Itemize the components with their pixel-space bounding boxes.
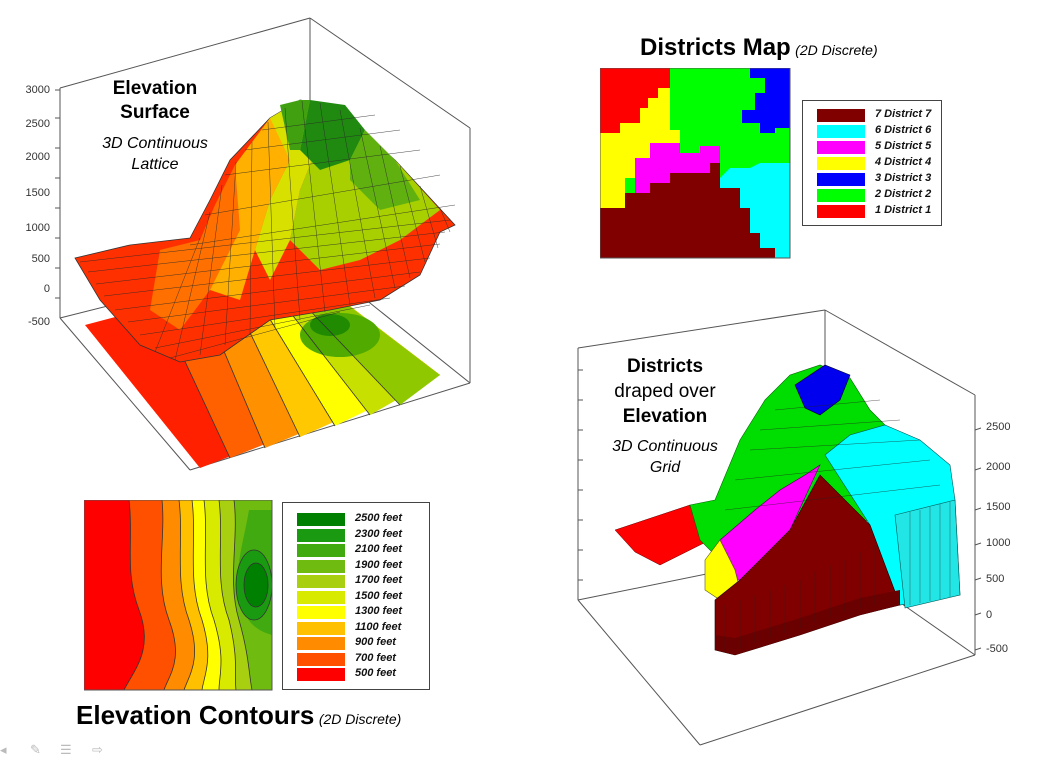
next-slide-icon[interactable]: ⇨ <box>92 742 103 757</box>
legend-label: 2 District 2 <box>875 188 932 200</box>
legend-label: 5 District 5 <box>875 140 932 152</box>
draped-terrain <box>614 364 961 656</box>
districts-map-heading: Districts Map (2D Discrete) <box>640 34 878 62</box>
legend-swatch <box>297 575 345 588</box>
draped-title-line1: Districts <box>626 356 704 377</box>
legend-swatch <box>817 173 865 186</box>
legend-swatch <box>297 652 345 666</box>
contours-legend: 2500 feet 2300 feet 2100 feet 1900 feet … <box>282 502 430 690</box>
surface-z-tick: 2000 <box>26 151 50 163</box>
districts-legend: 7 District 7 6 District 6 5 District 5 4… <box>802 100 942 226</box>
legend-swatch <box>817 125 865 138</box>
districts-map-panel: Districts Map (2D Discrete) 7 District 7… <box>560 0 1039 270</box>
prev-slide-icon[interactable]: ◂ <box>0 742 7 757</box>
surface-subtitle-line2: Lattice <box>131 156 179 173</box>
legend-label: 6 District 6 <box>875 124 932 136</box>
legend-swatch <box>817 109 865 122</box>
draped-z-tick: 2000 <box>986 461 1010 473</box>
legend-swatch <box>817 205 865 218</box>
legend-label: 1700 feet <box>355 574 403 586</box>
legend-swatch <box>817 189 865 202</box>
legend-label: 4 District 4 <box>875 156 932 168</box>
surface-title-line1: Elevation <box>112 78 198 99</box>
draped-title-line3: Elevation <box>622 406 708 427</box>
legend-swatch <box>817 157 865 170</box>
legend-swatch <box>297 621 345 635</box>
surface-z-tick: 3000 <box>26 84 50 96</box>
legend-swatch <box>297 606 345 619</box>
draped-z-tick: 0 <box>986 609 992 621</box>
legend-label: 900 feet <box>355 636 396 648</box>
draped-subtitle-line1: 3D Continuous <box>612 438 718 455</box>
legend-swatch <box>297 559 345 573</box>
surface-z-axis: 3000 2500 2000 1500 1000 500 0 -500 <box>26 84 60 328</box>
draped-z-tick: 1500 <box>986 501 1010 513</box>
legend-label: 7 District 7 <box>875 108 932 120</box>
legend-label: 1900 feet <box>355 558 403 571</box>
draped-z-tick: 500 <box>986 573 1004 585</box>
legend-swatch <box>297 590 345 604</box>
draped-subtitle-line2: Grid <box>649 459 681 476</box>
pen-icon[interactable]: ✎ <box>30 742 41 757</box>
legend-swatch <box>297 544 345 557</box>
districts-map-grid <box>600 68 791 259</box>
districts-draped-chart: 2500 2000 1500 1000 500 0 -500 <box>577 309 1010 746</box>
surface-lattice <box>74 99 456 363</box>
surface-z-tick: 1000 <box>26 222 50 234</box>
legend-label: 1500 feet <box>355 589 403 602</box>
legend-label: 500 feet <box>355 667 396 679</box>
legend-label: 3 District 3 <box>875 172 932 184</box>
surface-z-tick: 2500 <box>26 118 50 130</box>
surface-subtitle-line1: 3D Continuous <box>102 135 208 152</box>
legend-swatch <box>297 513 345 526</box>
contours-title: Elevation Contours <box>76 700 315 730</box>
menu-icon[interactable]: ☰ <box>60 742 72 757</box>
contours-map <box>84 500 273 691</box>
surface-z-tick: 1500 <box>26 187 50 199</box>
contours-heading: Elevation Contours (2D Discrete) <box>76 700 401 731</box>
legend-label: 1100 feet <box>355 620 402 633</box>
surface-z-tick: -500 <box>28 316 50 328</box>
surface-z-tick: 500 <box>32 253 50 265</box>
legend-label: 1 District 1 <box>875 204 932 216</box>
legend-swatch <box>817 141 865 154</box>
districts-map-subtitle: (2D Discrete) <box>795 42 878 58</box>
elevation-contours-panel: 2500 feet 2300 feet 2100 feet 1900 feet … <box>0 490 540 761</box>
surface-z-tick: 0 <box>44 283 50 295</box>
draped-z-tick: -500 <box>986 643 1008 655</box>
draped-z-axis: 2500 2000 1500 1000 500 0 -500 <box>974 421 1010 655</box>
legend-swatch <box>297 637 345 650</box>
legend-label: 2300 feet <box>355 527 403 540</box>
draped-z-tick: 1000 <box>986 537 1010 549</box>
surface-title-line2: Surface <box>120 102 190 123</box>
legend-label: 1300 feet <box>355 605 403 617</box>
draped-z-tick: 2500 <box>986 421 1010 433</box>
elevation-surface-chart: 3000 2500 2000 1500 1000 500 0 -500 <box>26 17 471 471</box>
draped-title-line2: draped over <box>614 381 716 402</box>
districts-draped-panel: 2500 2000 1500 1000 500 0 -500 Districts… <box>540 290 1039 761</box>
contours-subtitle: (2D Discrete) <box>318 711 402 727</box>
legend-label: 700 feet <box>355 651 396 664</box>
elevation-surface-panel: 3000 2500 2000 1500 1000 500 0 -500 Elev… <box>0 0 520 480</box>
districts-map-title: Districts Map <box>640 34 791 61</box>
legend-label: 2100 feet <box>355 543 403 555</box>
legend-swatch <box>297 528 345 542</box>
legend-swatch <box>297 668 345 681</box>
legend-label: 2500 feet <box>355 512 403 524</box>
